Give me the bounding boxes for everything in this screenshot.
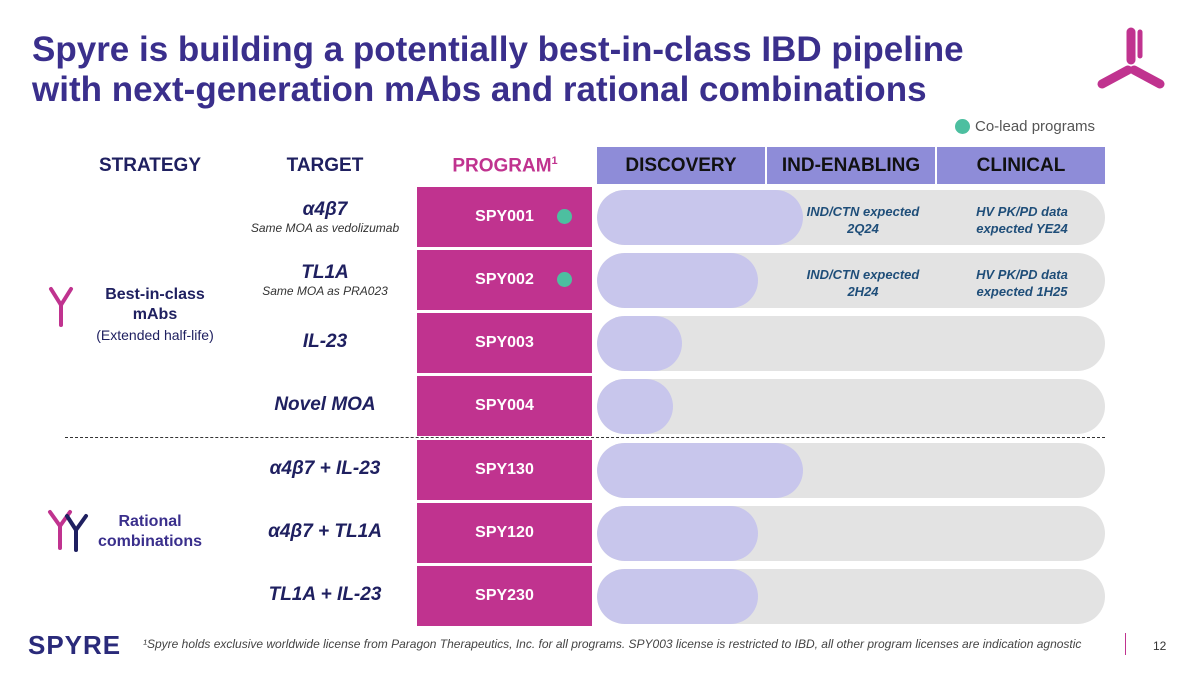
program-cell: SPY130 (417, 440, 592, 500)
footer-separator (1125, 633, 1126, 655)
milestone-ind: IND/CTN expected 2Q24 (806, 204, 920, 236)
program-cell: SPY120 (417, 503, 592, 563)
program-name: SPY130 (475, 461, 534, 478)
spyre-logo: SPYRE (28, 630, 122, 660)
strategy-mabs: Best-in-class mAbs (Extended half-life) (80, 285, 230, 345)
target-moa: Same MOA as vedolizumab (250, 221, 400, 235)
program-name: SPY230 (475, 587, 534, 604)
progress-bar (597, 190, 803, 245)
program-cell: SPY002 (417, 250, 592, 310)
strategy-header: STRATEGY (98, 155, 202, 176)
target-cell: Novel MOA (245, 394, 405, 416)
progress-bar (597, 253, 759, 308)
program-name: SPY002 (475, 271, 534, 288)
target-cell: α4β7 Same MOA as vedolizumab (245, 199, 405, 235)
milestone-clinical: HV PK/PD data expected YE24 (976, 204, 1068, 236)
progress-bar (597, 569, 759, 624)
target-name: Novel MOA (274, 394, 376, 415)
program-cell: SPY001 (417, 187, 592, 247)
legend: Co-lead programs (955, 118, 1095, 135)
co-lead-dot-icon (955, 119, 970, 134)
strategy-combinations: Rational combinations (97, 513, 202, 550)
progress-track (597, 506, 1105, 561)
target-name: α4β7 + TL1A (268, 521, 382, 542)
progress-track (597, 316, 1105, 371)
program-header-label: PROGRAM (452, 155, 552, 177)
program-cell: SPY230 (417, 566, 592, 626)
progress-track (597, 379, 1105, 434)
target-name: α4β7 (302, 199, 348, 220)
page-title: Spyre is building a potentially best-in-… (32, 30, 964, 110)
antibody-icon (49, 287, 73, 327)
progress-track (597, 253, 1105, 308)
co-lead-dot-icon (557, 272, 572, 287)
progress-track (597, 190, 1105, 245)
section-divider (65, 437, 1105, 438)
progress-bar (597, 379, 674, 434)
footnote-marker: 1 (551, 155, 558, 167)
target-cell: α4β7 + TL1A (245, 521, 405, 543)
target-moa: Same MOA as PRA023 (262, 284, 388, 298)
phase-discovery: DISCOVERY (597, 147, 765, 184)
target-header: TARGET (286, 155, 364, 176)
phase-ind-enabling: IND-ENABLING (767, 147, 935, 184)
program-header: PROGRAM1 (430, 155, 580, 177)
milestone-ind: IND/CTN expected 2H24 (806, 267, 920, 299)
target-cell: TL1A + IL-23 (245, 584, 405, 606)
footnote: ¹Spyre holds exclusive worldwide license… (143, 637, 1082, 651)
title-line-1: Spyre is building a potentially best-in-… (32, 30, 964, 69)
target-name: α4β7 + IL-23 (269, 458, 381, 479)
progress-bar (597, 506, 759, 561)
title-line-2: with next-generation mAbs and rational c… (32, 70, 927, 109)
page-number: 12 (1153, 639, 1167, 653)
target-cell: TL1A Same MOA as PRA023 (245, 262, 405, 298)
co-lead-dot-icon (557, 209, 572, 224)
progress-bar (597, 443, 803, 498)
target-cell: α4β7 + IL-23 (245, 458, 405, 480)
target-name: TL1A (301, 262, 349, 283)
program-name: SPY003 (475, 334, 534, 351)
program-name: SPY120 (475, 524, 534, 541)
legend-label: Co-lead programs (975, 118, 1096, 135)
program-name: SPY001 (475, 208, 534, 225)
strategy-mabs-sub: (Extended half-life) (96, 327, 214, 343)
target-cell: IL-23 (245, 331, 405, 353)
program-cell: SPY003 (417, 313, 592, 373)
progress-track (597, 569, 1105, 624)
program-cell: SPY004 (417, 376, 592, 436)
double-antibody-icon (48, 510, 88, 552)
target-name: IL-23 (302, 331, 348, 352)
strategy-mabs-label: Best-in-class mAbs (105, 286, 205, 323)
progress-track (597, 443, 1105, 498)
progress-bar (597, 316, 682, 371)
target-name: TL1A + IL-23 (268, 584, 382, 605)
phase-clinical: CLINICAL (937, 147, 1105, 184)
milestone-clinical: HV PK/PD data expected 1H25 (976, 267, 1068, 299)
spyre-mark-icon (1097, 27, 1165, 89)
program-name: SPY004 (475, 397, 534, 414)
